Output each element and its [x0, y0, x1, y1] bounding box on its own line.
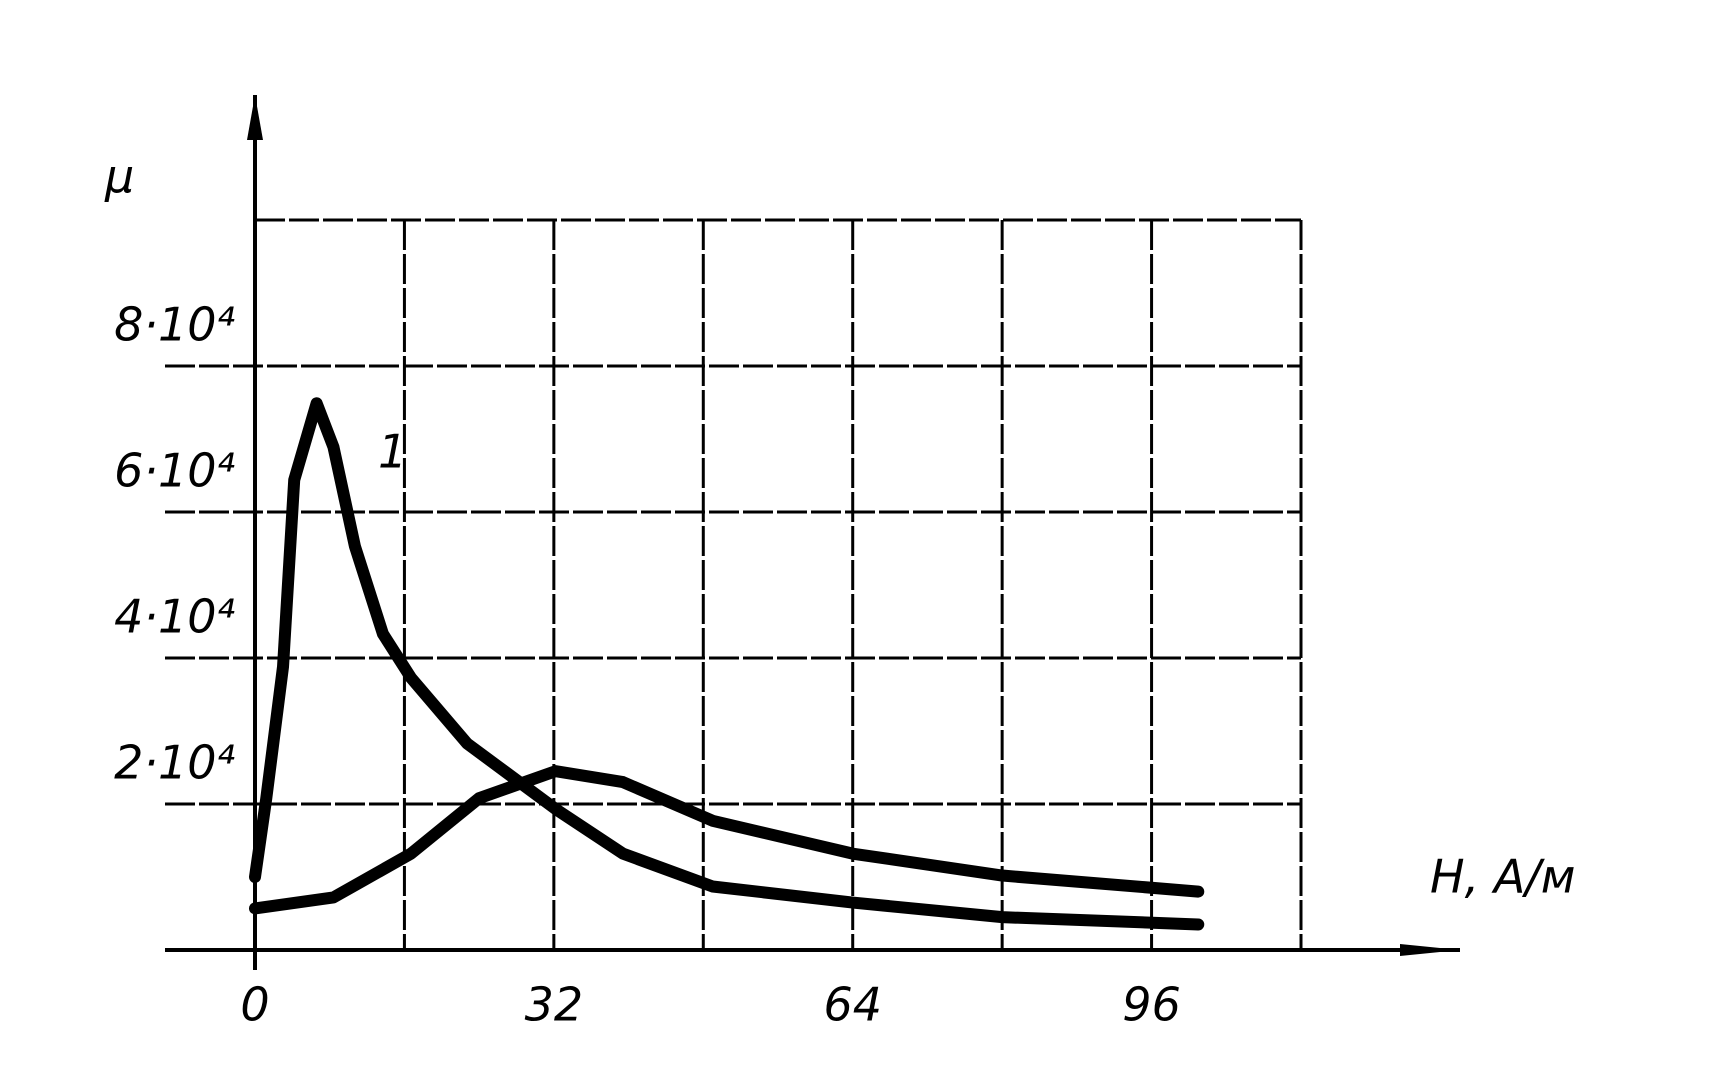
data-line — [249, 397, 1205, 931]
y-axis-label: μ — [104, 150, 134, 204]
x-axis-arrow — [1400, 944, 1460, 956]
y-tick-label: 2·10⁴ — [114, 736, 235, 790]
data-line — [249, 765, 1205, 915]
x-tick-label: 96 — [1122, 978, 1181, 1032]
x-tick-label: 0 — [240, 978, 269, 1032]
x-axis-label: H, A/м — [1430, 850, 1576, 904]
y-axis-arrow — [247, 95, 263, 140]
y-tick-label: 6·10⁴ — [114, 444, 235, 498]
x-tick-label: 32 — [525, 978, 584, 1032]
y-tick-label: 8·10⁴ — [114, 298, 235, 352]
y-tick-label: 4·10⁴ — [114, 590, 235, 644]
curve-label: 1 — [378, 425, 407, 479]
x-tick-label: 64 — [823, 978, 882, 1032]
